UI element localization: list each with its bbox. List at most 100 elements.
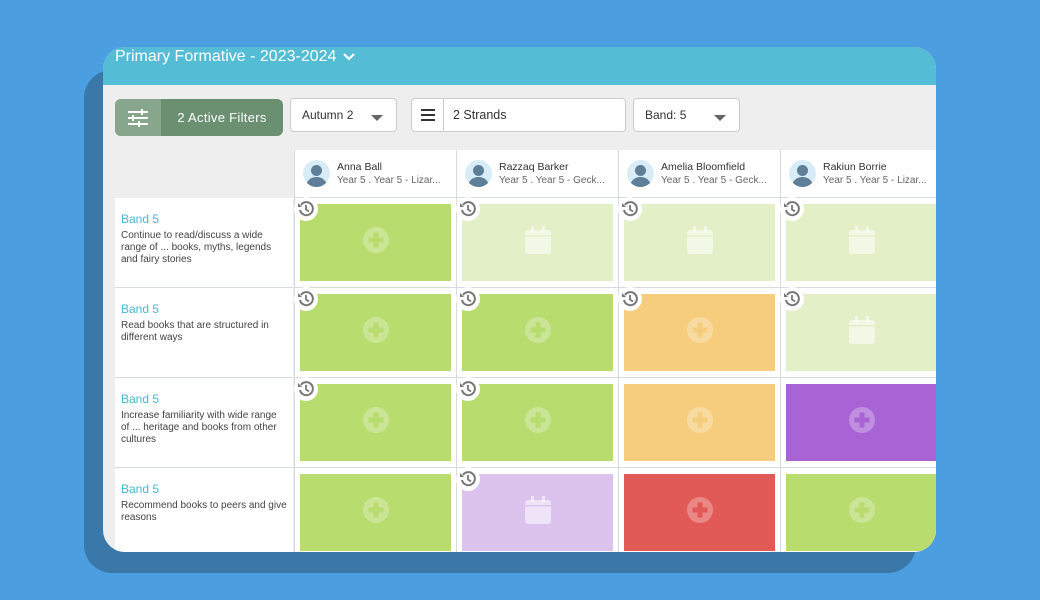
strand-column: Band 5 Continue to read/discuss a wide ra… <box>115 198 293 552</box>
plus-icon <box>524 316 552 349</box>
plus-icon <box>362 226 390 259</box>
student-name: Anna Ball <box>337 161 382 173</box>
calendar-icon <box>848 316 875 349</box>
assessment-selector[interactable]: Primary Formative - 2023-2024 <box>115 48 356 66</box>
student-info: Anna Ball Year 5 . Year 5 - Lizar... <box>337 161 441 186</box>
grid-cell <box>294 287 456 378</box>
history-icon[interactable] <box>780 287 804 311</box>
strand-row-label: Band 5 Continue to read/discuss a wide ra… <box>115 198 293 288</box>
student-class: Year 5 . Year 5 - Lizar... <box>337 175 441 186</box>
strand-description: Continue to read/discuss a wide range of… <box>121 230 272 265</box>
student-name: Amelia Bloomfield <box>661 161 746 173</box>
grid-cell <box>780 378 936 468</box>
term-value: Autumn 2 <box>302 108 354 122</box>
header-bar: Primary Formative - 2023-2024 <box>103 47 936 85</box>
assessment-tile-green[interactable] <box>786 474 936 551</box>
caret-down-icon <box>371 115 383 121</box>
grid-cell <box>780 287 936 378</box>
student-info: Rakiun Borrie Year 5 . Year 5 - Lizar... <box>823 161 927 186</box>
plus-icon <box>686 406 714 439</box>
student-header[interactable]: Amelia Bloomfield Year 5 . Year 5 - Geck.… <box>618 150 780 198</box>
assessment-tile-purple[interactable] <box>786 384 936 461</box>
strand-band: Band 5 <box>121 212 160 226</box>
history-icon[interactable] <box>618 197 642 221</box>
history-icon[interactable] <box>456 197 480 221</box>
avatar <box>465 160 492 187</box>
assessment-tile-green[interactable] <box>462 294 613 371</box>
student-class: Year 5 . Year 5 - Geck... <box>661 175 767 186</box>
strand-row-label: Band 5 Increase familiarity with wide ran… <box>115 378 293 468</box>
term-dropdown[interactable]: Autumn 2 <box>290 98 397 132</box>
grid-cell <box>294 377 456 468</box>
assessment-tile-orange[interactable] <box>624 384 775 461</box>
grid-cell <box>294 197 456 288</box>
calendar-icon <box>848 226 875 259</box>
grid-cell <box>294 468 456 552</box>
history-icon[interactable] <box>456 377 480 401</box>
chevron-down-icon <box>343 53 356 61</box>
plus-icon <box>362 316 390 349</box>
strands-selector[interactable]: 2 Strands <box>411 98 626 132</box>
assessment-tile-green[interactable] <box>300 384 451 461</box>
strand-band: Band 5 <box>121 302 160 316</box>
assessment-tile-green[interactable] <box>300 474 451 551</box>
avatar <box>789 160 816 187</box>
student-class: Year 5 . Year 5 - Geck... <box>499 175 605 186</box>
strand-band: Band 5 <box>121 392 160 406</box>
strand-description: Read books that are structured in differ… <box>121 320 269 343</box>
history-icon[interactable] <box>456 287 480 311</box>
assessment-tile-light-green[interactable] <box>786 294 936 371</box>
sliders-icon <box>115 99 161 136</box>
grid-cell <box>456 287 618 378</box>
assessment-tile-red[interactable] <box>624 474 775 551</box>
history-icon[interactable] <box>456 467 480 491</box>
avatar <box>303 160 330 187</box>
band-dropdown[interactable]: Band: 5 <box>633 98 740 132</box>
grid-cell <box>456 467 618 552</box>
student-info: Amelia Bloomfield Year 5 . Year 5 - Geck.… <box>661 161 767 186</box>
avatar <box>627 160 654 187</box>
plus-icon <box>848 406 876 439</box>
strands-value: 2 Strands <box>453 108 507 122</box>
assessment-tile-light-green[interactable] <box>462 204 613 281</box>
band-value: Band: 5 <box>645 108 687 122</box>
grid-cell <box>456 197 618 288</box>
assessment-grid: Band 5 Continue to read/discuss a wide ra… <box>115 150 936 552</box>
grid-cell <box>780 197 936 288</box>
assessment-tile-green[interactable] <box>462 384 613 461</box>
student-class: Year 5 . Year 5 - Lizar... <box>823 175 927 186</box>
grid-cell <box>618 287 780 378</box>
menu-icon <box>412 99 444 131</box>
assessment-tile-light-green[interactable] <box>624 204 775 281</box>
plus-icon <box>686 316 714 349</box>
history-icon[interactable] <box>294 377 318 401</box>
filters-button[interactable]: 2 Active Filters <box>115 99 283 136</box>
assessment-tile-light-green[interactable] <box>786 204 936 281</box>
strand-row-label: Band 5 Recommend books to peers and give … <box>115 468 293 552</box>
calendar-icon <box>686 226 713 259</box>
history-icon[interactable] <box>618 287 642 311</box>
calendar-icon <box>524 226 551 259</box>
plus-icon <box>524 406 552 439</box>
strand-description: Increase familiarity with wide range of … <box>121 410 277 445</box>
plus-icon <box>362 496 390 529</box>
student-header[interactable]: Razzaq Barker Year 5 . Year 5 - Geck... <box>456 150 618 198</box>
assessment-card: Primary Formative - 2023-2024 2 Active F… <box>103 47 936 552</box>
assessment-tile-lavender[interactable] <box>462 474 613 551</box>
history-icon[interactable] <box>294 287 318 311</box>
grid-cell <box>456 377 618 468</box>
calendar-icon <box>524 496 551 529</box>
assessment-tile-green[interactable] <box>300 294 451 371</box>
student-name: Rakiun Borrie <box>823 161 887 173</box>
strand-band: Band 5 <box>121 482 160 496</box>
strand-description: Recommend books to peers and give reason… <box>121 500 287 523</box>
page-title: Primary Formative - 2023-2024 <box>115 48 337 65</box>
history-icon[interactable] <box>780 197 804 221</box>
history-icon[interactable] <box>294 197 318 221</box>
plus-icon <box>362 406 390 439</box>
student-header[interactable]: Anna Ball Year 5 . Year 5 - Lizar... <box>294 150 456 198</box>
assessment-tile-green[interactable] <box>300 204 451 281</box>
assessment-tile-orange[interactable] <box>624 294 775 371</box>
student-header[interactable]: Rakiun Borrie Year 5 . Year 5 - Lizar... <box>780 150 936 198</box>
plus-icon <box>686 496 714 529</box>
